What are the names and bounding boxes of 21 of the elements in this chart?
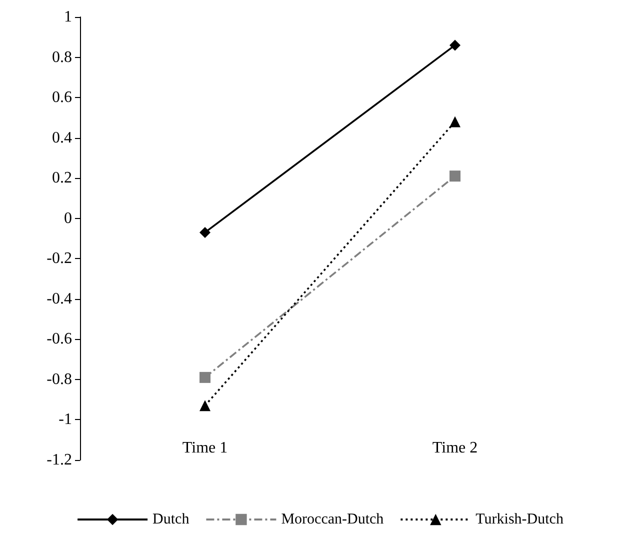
y-tick-label: 0.6 bbox=[52, 89, 72, 106]
point bbox=[450, 40, 460, 51]
y-tick-label: 0 bbox=[64, 210, 72, 227]
point bbox=[450, 170, 460, 182]
x-tick-label: Time 2 bbox=[432, 440, 478, 456]
y-tick-label: -1 bbox=[58, 411, 72, 428]
y-tick-label: 0.8 bbox=[52, 48, 72, 66]
y-tick-label: -0.6 bbox=[46, 330, 72, 348]
legend-label: Turkish-Dutch bbox=[476, 512, 564, 528]
y-tick-label: -1.2 bbox=[46, 452, 72, 468]
legend-label: Dutch bbox=[152, 512, 190, 528]
legend-label: Moroccan-Dutch bbox=[281, 512, 384, 528]
y-tick-label: 0.4 bbox=[52, 129, 72, 146]
y-tick-label: 0.2 bbox=[52, 170, 72, 187]
y-tick-label: -0.8 bbox=[46, 370, 72, 388]
y-tick-label: -0.4 bbox=[46, 290, 72, 308]
x-tick-label: Time 1 bbox=[182, 440, 228, 456]
point bbox=[200, 226, 210, 238]
point bbox=[200, 372, 210, 383]
y-tick-label: -0.2 bbox=[46, 250, 72, 268]
y-tick-label: 1 bbox=[64, 8, 72, 26]
